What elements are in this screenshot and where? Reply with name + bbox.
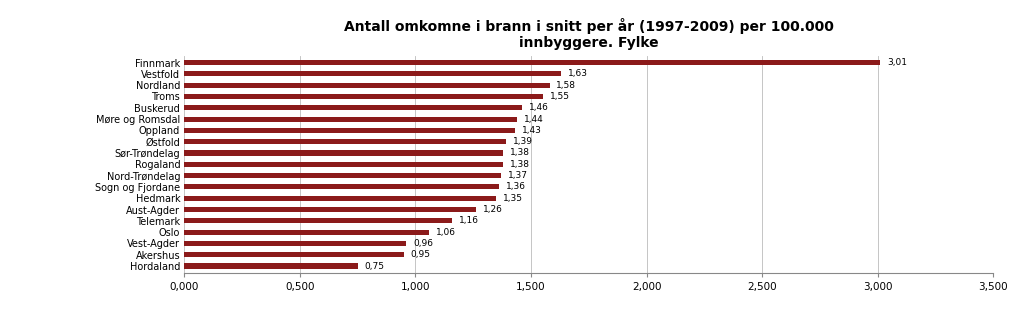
Text: 3,01: 3,01 bbox=[887, 58, 907, 67]
Text: 1,39: 1,39 bbox=[513, 137, 532, 146]
Bar bbox=[184, 94, 543, 99]
Text: 0,75: 0,75 bbox=[365, 262, 385, 271]
Text: 1,16: 1,16 bbox=[460, 216, 479, 225]
Bar bbox=[184, 71, 561, 77]
Text: 1,26: 1,26 bbox=[482, 205, 503, 214]
Bar bbox=[184, 196, 497, 201]
Text: 1,46: 1,46 bbox=[528, 103, 549, 112]
Bar bbox=[184, 128, 515, 133]
Bar bbox=[184, 83, 550, 88]
Text: 1,43: 1,43 bbox=[522, 126, 542, 135]
Text: 1,37: 1,37 bbox=[508, 171, 528, 180]
Bar bbox=[184, 162, 503, 167]
Bar bbox=[184, 184, 499, 189]
Text: 1,36: 1,36 bbox=[506, 182, 525, 191]
Text: 1,38: 1,38 bbox=[510, 148, 530, 157]
Bar bbox=[184, 105, 522, 110]
Text: 1,38: 1,38 bbox=[510, 160, 530, 169]
Bar bbox=[184, 139, 506, 144]
Bar bbox=[184, 173, 501, 178]
Text: 1,44: 1,44 bbox=[524, 115, 544, 124]
Bar bbox=[184, 241, 407, 246]
Bar bbox=[184, 264, 357, 268]
Bar bbox=[184, 218, 453, 223]
Text: 1,63: 1,63 bbox=[568, 69, 588, 78]
Bar bbox=[184, 60, 880, 65]
Bar bbox=[184, 117, 517, 122]
Text: 0,96: 0,96 bbox=[413, 239, 433, 248]
Bar bbox=[184, 207, 475, 212]
Bar bbox=[184, 230, 429, 235]
Bar bbox=[184, 252, 403, 257]
Text: 0,95: 0,95 bbox=[411, 250, 431, 259]
Title: Antall omkomne i brann i snitt per år (1997-2009) per 100.000
innbyggere. Fylke: Antall omkomne i brann i snitt per år (1… bbox=[344, 18, 834, 51]
Text: 1,55: 1,55 bbox=[550, 92, 569, 101]
Bar bbox=[184, 150, 503, 156]
Text: 1,58: 1,58 bbox=[556, 81, 577, 90]
Text: 1,06: 1,06 bbox=[436, 228, 457, 237]
Text: 1,35: 1,35 bbox=[503, 194, 523, 203]
